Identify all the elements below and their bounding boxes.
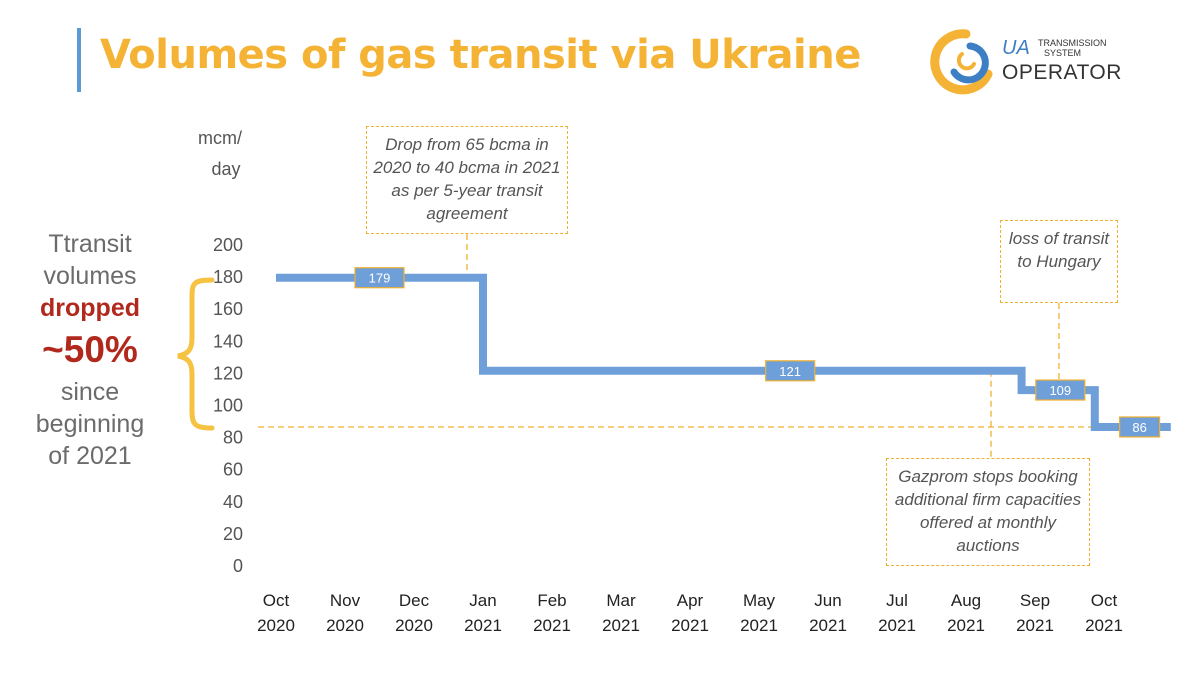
x-tick-month: Dec <box>399 591 430 610</box>
logo-ua: UA <box>1002 37 1030 59</box>
summary-highlight: dropped <box>40 294 140 322</box>
y-tick-label: 160 <box>213 299 243 319</box>
y-tick-label: 80 <box>223 428 243 448</box>
y-tick-label: 100 <box>213 396 243 416</box>
x-tick-year: 2021 <box>1016 616 1054 635</box>
data-label-text: 109 <box>1049 383 1071 398</box>
x-tick-year: 2021 <box>533 616 571 635</box>
data-label-box <box>1119 416 1161 438</box>
y-tick-label: 180 <box>213 267 243 287</box>
x-tick-year: 2021 <box>878 616 916 635</box>
y-axis-unit-label: day <box>211 159 240 179</box>
x-tick-year: 2021 <box>671 616 709 635</box>
annotation-loss-hungary: loss of transit to Hungary <box>1000 220 1118 303</box>
y-tick-label: 40 <box>223 492 243 512</box>
x-tick-year: 2020 <box>326 616 364 635</box>
summary-text: Ttransit volumes dropped ~50% since begi… <box>20 228 160 472</box>
data-label: 109 <box>1035 379 1086 401</box>
logo-transmission: TRANSMISSION <box>1038 38 1107 48</box>
x-tick-month: Sep <box>1020 591 1050 610</box>
x-tick-month: Jun <box>814 591 841 610</box>
summary-line: beginning <box>35 410 145 438</box>
summary-line: volumes <box>43 262 137 290</box>
y-tick-label: 120 <box>213 363 243 383</box>
x-tick-month: Oct <box>263 591 290 610</box>
annotation-drop-agreement: Drop from 65 bcma in 2020 to 40 bcma in … <box>366 126 568 234</box>
data-label-text: 121 <box>779 364 801 379</box>
title-accent-bar <box>77 28 81 92</box>
page-title: Volumes of gas transit via Ukraine <box>100 32 861 78</box>
x-tick-year: 2021 <box>740 616 778 635</box>
x-tick-year: 2021 <box>1085 616 1123 635</box>
x-tick-month: May <box>743 591 776 610</box>
data-label: 179 <box>354 267 405 289</box>
x-tick-month: Apr <box>677 591 704 610</box>
y-tick-label: 60 <box>223 460 243 480</box>
x-tick-year: 2021 <box>809 616 847 635</box>
x-tick-month: Oct <box>1091 591 1118 610</box>
summary-line: since <box>60 378 120 406</box>
logo-operator: OPERATOR <box>1002 61 1122 84</box>
summary-percentage: ~50% <box>42 329 138 370</box>
y-tick-label: 0 <box>233 556 243 576</box>
brace-icon <box>177 277 215 431</box>
y-axis-unit-label: mcm/ <box>198 128 242 148</box>
data-label-box <box>1035 379 1086 401</box>
data-label-text: 86 <box>1132 420 1146 435</box>
y-tick-label: 200 <box>213 235 243 255</box>
x-tick-month: Jul <box>886 591 908 610</box>
x-tick-month: Nov <box>330 591 361 610</box>
summary-line: of 2021 <box>48 442 132 470</box>
swirl-logo-icon <box>930 29 993 95</box>
x-tick-year: 2020 <box>395 616 433 635</box>
annotation-gazprom-booking: Gazprom stops booking additional firm ca… <box>886 458 1090 566</box>
series-line <box>276 273 1171 431</box>
x-tick-year: 2021 <box>464 616 502 635</box>
data-label: 121 <box>765 360 816 382</box>
x-tick-month: Feb <box>537 591 566 610</box>
x-tick-month: Jan <box>469 591 496 610</box>
logo-system: SYSTEM <box>1044 48 1081 58</box>
data-label: 86 <box>1119 416 1161 438</box>
x-tick-month: Aug <box>951 591 981 610</box>
data-label-text: 179 <box>369 271 391 286</box>
x-tick-year: 2020 <box>257 616 295 635</box>
summary-line: Ttransit <box>48 230 132 258</box>
data-label-box <box>765 360 816 382</box>
x-tick-year: 2021 <box>602 616 640 635</box>
y-tick-label: 20 <box>223 524 243 544</box>
x-tick-month: Mar <box>606 591 636 610</box>
ua-tso-logo: UA TRANSMISSION SYSTEM OPERATOR <box>930 29 1122 95</box>
y-tick-label: 140 <box>213 331 243 351</box>
data-label-box <box>354 267 405 289</box>
x-tick-year: 2021 <box>947 616 985 635</box>
